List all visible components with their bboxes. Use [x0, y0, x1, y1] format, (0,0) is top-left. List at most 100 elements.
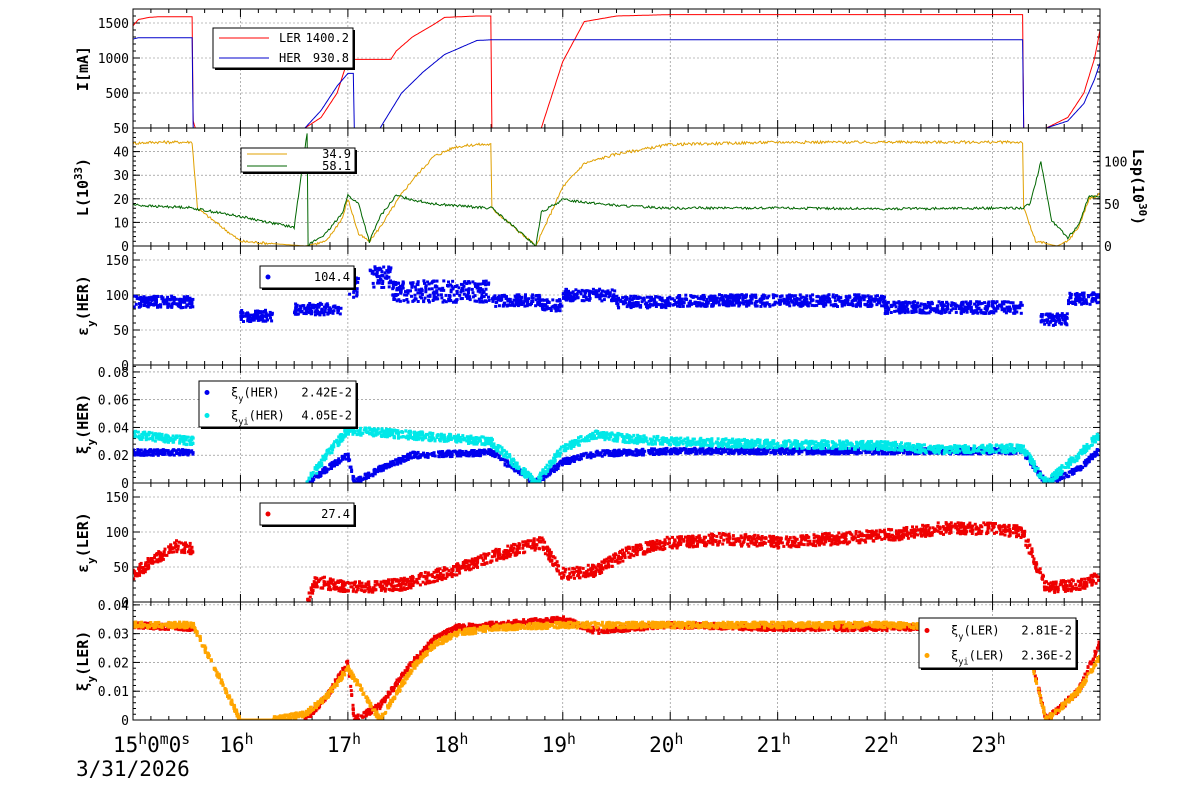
- data-point: [615, 299, 619, 303]
- data-point: [389, 464, 393, 467]
- data-point: [266, 318, 269, 322]
- data-point: [670, 448, 674, 452]
- data-point: [971, 311, 975, 315]
- data-point: [338, 312, 342, 316]
- data-point: [702, 452, 706, 456]
- data-point: [588, 454, 592, 458]
- data-point: [684, 447, 688, 451]
- y-tick-label: 150: [106, 254, 129, 269]
- data-point: [528, 303, 532, 307]
- data-point: [1079, 464, 1083, 468]
- y-tick-label: 500: [106, 87, 129, 102]
- data-point: [793, 447, 797, 450]
- data-point: [638, 304, 642, 308]
- data-point: [836, 305, 839, 308]
- data-point: [610, 288, 614, 292]
- data-point: [902, 450, 906, 454]
- data-point: [168, 439, 171, 443]
- data-point: [525, 300, 529, 304]
- data-point: [312, 477, 316, 481]
- data-point: [565, 295, 569, 299]
- data-point: [388, 270, 392, 274]
- data-point: [762, 296, 765, 300]
- data-point: [563, 290, 567, 294]
- data-point: [584, 451, 588, 455]
- data-point: [910, 304, 914, 308]
- data-point: [720, 298, 724, 302]
- data-point: [847, 451, 850, 455]
- data-point: [910, 309, 914, 313]
- data-point: [918, 308, 922, 312]
- data-point: [384, 466, 388, 470]
- data-point: [1071, 472, 1075, 475]
- data-point: [1013, 309, 1017, 313]
- data-point: [747, 303, 751, 307]
- data-point: [925, 306, 929, 310]
- data-point: [980, 301, 984, 305]
- data-point: [752, 450, 756, 454]
- data-point: [757, 450, 761, 454]
- data-point: [859, 298, 863, 302]
- data-point: [799, 304, 803, 308]
- data-point: [149, 449, 153, 453]
- data-point: [191, 305, 195, 309]
- data-point: [391, 459, 395, 463]
- data-point: [718, 293, 721, 297]
- data-point: [169, 450, 173, 454]
- data-point: [250, 313, 253, 317]
- data-point: [431, 280, 434, 284]
- data-point: [1048, 320, 1052, 324]
- data-point: [332, 464, 336, 468]
- data-point: [381, 273, 385, 277]
- data-point: [910, 450, 914, 454]
- data-point: [503, 301, 507, 305]
- data-point: [754, 293, 758, 297]
- data-point: [984, 311, 988, 315]
- data-point: [478, 282, 482, 286]
- data-point: [818, 451, 822, 455]
- data-point: [436, 293, 440, 297]
- data-point: [1066, 475, 1070, 479]
- data-point: [145, 432, 149, 436]
- data-point: [178, 434, 182, 438]
- data-point: [754, 296, 758, 299]
- data-point: [419, 291, 422, 295]
- data-point: [261, 316, 265, 320]
- data-point: [863, 295, 867, 299]
- data-point: [993, 307, 997, 311]
- data-point: [471, 291, 475, 295]
- data-point: [165, 297, 169, 301]
- data-point: [634, 448, 638, 452]
- data-point: [782, 301, 786, 305]
- data-point: [175, 302, 179, 306]
- data-point: [1096, 448, 1100, 452]
- data-point: [1043, 322, 1047, 326]
- data-point: [930, 302, 934, 306]
- data-point: [524, 293, 527, 297]
- data-point: [425, 452, 429, 456]
- data-point: [710, 303, 714, 306]
- data-point: [180, 437, 184, 441]
- data-point: [615, 294, 619, 298]
- data-point: [460, 450, 464, 454]
- data-point: [1051, 323, 1055, 327]
- data-point: [605, 449, 609, 453]
- data-point: [701, 449, 705, 453]
- data-point: [694, 448, 698, 452]
- data-point: [517, 293, 521, 297]
- legend-box: [240, 147, 356, 173]
- data-point: [175, 452, 179, 455]
- data-point: [152, 433, 155, 437]
- data-point: [1059, 314, 1063, 318]
- data-point: [455, 284, 459, 288]
- data-point: [555, 306, 559, 309]
- data-point: [454, 300, 458, 304]
- data-point: [399, 284, 402, 288]
- data-point: [162, 298, 166, 302]
- data-point: [1060, 477, 1064, 480]
- data-point: [859, 451, 863, 455]
- data-point: [470, 452, 474, 456]
- data-point: [1013, 304, 1017, 308]
- data-point: [471, 295, 475, 299]
- data-point: [183, 296, 187, 300]
